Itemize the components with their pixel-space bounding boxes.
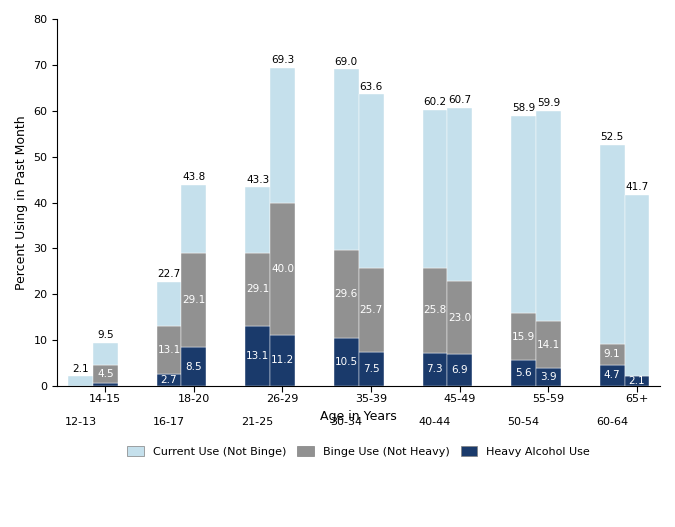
Text: 10.5: 10.5: [335, 357, 358, 367]
Text: 11.2: 11.2: [271, 355, 294, 365]
Bar: [182, 252, 207, 347]
Text: 29.1: 29.1: [182, 295, 205, 305]
Bar: [270, 202, 295, 335]
Bar: [157, 326, 182, 374]
Text: 13.1: 13.1: [246, 351, 269, 361]
Text: 29.1: 29.1: [246, 284, 269, 294]
Text: 60.7: 60.7: [448, 95, 471, 105]
Bar: [358, 352, 383, 386]
Bar: [182, 347, 207, 386]
Bar: [270, 335, 295, 386]
Bar: [423, 110, 448, 268]
Text: 9.5: 9.5: [97, 330, 113, 340]
Text: 13.1: 13.1: [157, 345, 181, 355]
Text: 59.9: 59.9: [537, 99, 560, 109]
Text: 43.3: 43.3: [246, 174, 269, 184]
Bar: [624, 376, 649, 386]
Bar: [157, 282, 182, 326]
Text: 30-34: 30-34: [330, 417, 362, 427]
Text: 7.5: 7.5: [362, 364, 379, 374]
Text: 16-17: 16-17: [153, 417, 185, 427]
X-axis label: Age in Years: Age in Years: [321, 410, 397, 423]
Text: 2.7: 2.7: [161, 375, 178, 385]
Bar: [448, 280, 472, 355]
Bar: [624, 195, 649, 376]
Bar: [358, 268, 383, 352]
Bar: [448, 355, 472, 386]
Y-axis label: Percent Using in Past Month: Percent Using in Past Month: [15, 115, 28, 290]
Text: 8.5: 8.5: [186, 362, 202, 372]
Bar: [511, 116, 536, 313]
Text: 14.1: 14.1: [537, 340, 560, 350]
Bar: [93, 383, 117, 386]
Text: 3.9: 3.9: [540, 372, 557, 382]
Bar: [245, 188, 270, 252]
Bar: [536, 368, 561, 386]
Bar: [93, 343, 117, 365]
Text: 25.8: 25.8: [423, 305, 447, 315]
Bar: [600, 344, 624, 365]
Bar: [511, 360, 536, 386]
Text: 15.9: 15.9: [512, 332, 535, 342]
Bar: [600, 365, 624, 386]
Text: 50-54: 50-54: [508, 417, 539, 427]
Text: 25.7: 25.7: [360, 305, 383, 315]
Legend: Current Use (Not Binge), Binge Use (Not Heavy), Heavy Alcohol Use: Current Use (Not Binge), Binge Use (Not …: [123, 442, 595, 461]
Text: 6.9: 6.9: [452, 365, 468, 375]
Bar: [245, 326, 270, 386]
Text: 40.0: 40.0: [271, 264, 294, 274]
Text: 41.7: 41.7: [625, 182, 649, 192]
Bar: [511, 313, 536, 360]
Text: 52.5: 52.5: [601, 132, 624, 142]
Bar: [157, 374, 182, 386]
Text: 7.3: 7.3: [427, 364, 443, 374]
Bar: [245, 252, 270, 326]
Bar: [334, 338, 358, 386]
Text: 43.8: 43.8: [182, 172, 205, 182]
Text: 4.5: 4.5: [97, 369, 113, 379]
Bar: [423, 268, 448, 353]
Bar: [448, 108, 472, 280]
Bar: [600, 145, 624, 344]
Bar: [334, 250, 358, 338]
Text: 22.7: 22.7: [157, 269, 181, 279]
Bar: [536, 321, 561, 368]
Text: 23.0: 23.0: [448, 313, 471, 323]
Text: 21-25: 21-25: [242, 417, 274, 427]
Bar: [334, 70, 358, 250]
Bar: [93, 365, 117, 383]
Text: 60.2: 60.2: [423, 97, 446, 107]
Text: 69.3: 69.3: [271, 55, 294, 65]
Text: 69.0: 69.0: [335, 57, 358, 67]
Text: 2.1: 2.1: [72, 364, 88, 374]
Text: 9.1: 9.1: [604, 349, 620, 359]
Bar: [182, 185, 207, 252]
Bar: [270, 68, 295, 202]
Text: 40-44: 40-44: [418, 417, 451, 427]
Bar: [536, 111, 561, 321]
Text: 29.6: 29.6: [335, 289, 358, 299]
Text: 60-64: 60-64: [596, 417, 628, 427]
Text: 2.1: 2.1: [628, 376, 645, 386]
Bar: [358, 94, 383, 268]
Text: 12-13: 12-13: [64, 417, 97, 427]
Text: 4.7: 4.7: [604, 370, 620, 380]
Text: 5.6: 5.6: [515, 368, 532, 378]
Text: 63.6: 63.6: [360, 82, 383, 92]
Bar: [423, 353, 448, 386]
Text: 58.9: 58.9: [512, 103, 535, 113]
Bar: [68, 376, 93, 386]
